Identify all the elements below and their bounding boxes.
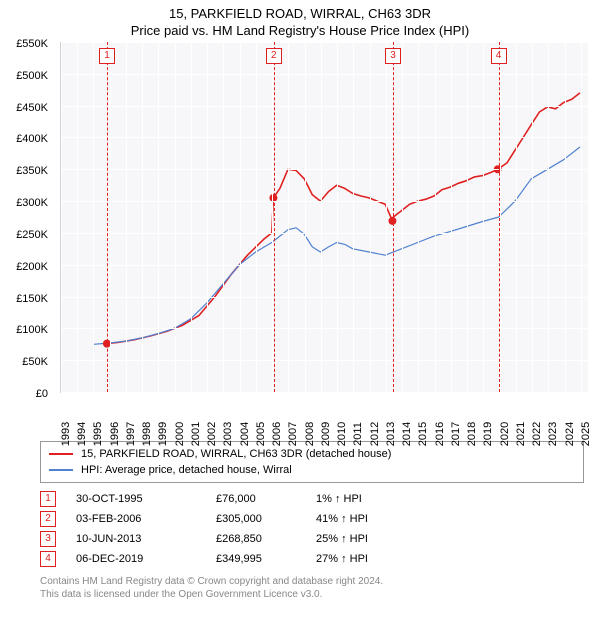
y-tick-label: £300K — [16, 197, 48, 209]
x-tick-label: 2011 — [352, 422, 364, 446]
plot-area: 1 2 3 4 — [60, 42, 588, 393]
x-tick-label: 2023 — [547, 422, 559, 446]
sale-price: £268,850 — [216, 533, 316, 545]
sale-marker-line — [107, 42, 108, 392]
x-tick-label: 1998 — [141, 422, 153, 446]
sale-marker-line — [499, 42, 500, 392]
sale-diff: 27% ↑ HPI — [316, 553, 416, 565]
footnote-line1: Contains HM Land Registry data © Crown c… — [40, 575, 584, 588]
footnote-line2: This data is licensed under the Open Gov… — [40, 588, 584, 601]
x-tick-label: 1995 — [92, 422, 104, 446]
y-tick-label: £500K — [16, 70, 48, 82]
legend-item: HPI: Average price, detached house, Wirr… — [49, 462, 575, 478]
x-tick-label: 2014 — [401, 422, 413, 446]
legend-swatch — [49, 453, 73, 455]
x-tick-label: 2013 — [385, 422, 397, 446]
x-tick-label: 1994 — [76, 422, 88, 446]
sale-date: 30-OCT-1995 — [76, 493, 216, 505]
sale-table-row: 3 10-JUN-2013£268,85025% ↑ HPI — [40, 529, 584, 549]
sale-table-row: 2 03-FEB-2006£305,00041% ↑ HPI — [40, 509, 584, 529]
legend-swatch — [49, 469, 73, 471]
x-tick-label: 2008 — [304, 422, 316, 446]
sale-table-row: 1 30-OCT-1995£76,0001% ↑ HPI — [40, 489, 584, 509]
x-tick-label: 2000 — [174, 422, 186, 446]
sale-diff: 41% ↑ HPI — [316, 513, 416, 525]
sale-marker-box: 4 — [491, 48, 507, 64]
x-tick-label: 2004 — [239, 422, 251, 446]
legend-item: 15, PARKFIELD ROAD, WIRRAL, CH63 3DR (de… — [49, 446, 575, 462]
footnote: Contains HM Land Registry data © Crown c… — [40, 575, 584, 601]
sale-marker-box: 3 — [385, 48, 401, 64]
x-tick-label: 2010 — [336, 422, 348, 446]
x-tick-label: 2017 — [450, 422, 462, 446]
sale-num: 4 — [40, 551, 56, 567]
legend-label: 15, PARKFIELD ROAD, WIRRAL, CH63 3DR (de… — [81, 448, 391, 460]
sale-table-row: 4 06-DEC-2019£349,99527% ↑ HPI — [40, 549, 584, 569]
x-tick-label: 2021 — [515, 422, 527, 446]
plot-svg — [61, 42, 588, 392]
x-tick-label: 2012 — [369, 422, 381, 446]
sale-marker-box: 1 — [99, 48, 115, 64]
y-tick-label: £400K — [16, 133, 48, 145]
y-tick-label: £550K — [16, 38, 48, 50]
x-tick-label: 2006 — [271, 422, 283, 446]
sale-marker-line — [274, 42, 275, 392]
chart-subtitle: Price paid vs. HM Land Registry's House … — [0, 21, 600, 42]
sale-price: £305,000 — [216, 513, 316, 525]
x-tick-label: 2001 — [190, 422, 202, 446]
sale-num: 2 — [40, 511, 56, 527]
x-tick-label: 2007 — [287, 422, 299, 446]
x-tick-label: 2025 — [580, 422, 592, 446]
x-tick-label: 1999 — [157, 422, 169, 446]
legend-label: HPI: Average price, detached house, Wirr… — [81, 464, 292, 476]
chart-container: 15, PARKFIELD ROAD, WIRRAL, CH63 3DR Pri… — [0, 0, 600, 620]
y-tick-label: £0 — [36, 388, 48, 400]
legend: 15, PARKFIELD ROAD, WIRRAL, CH63 3DR (de… — [40, 441, 584, 483]
y-axis-labels: £0£50K£100K£150K£200K£250K£300K£350K£400… — [0, 44, 54, 394]
sale-price: £349,995 — [216, 553, 316, 565]
x-tick-label: 2005 — [255, 422, 267, 446]
sale-date: 10-JUN-2013 — [76, 533, 216, 545]
sale-date: 03-FEB-2006 — [76, 513, 216, 525]
sale-marker-box: 2 — [266, 48, 282, 64]
x-tick-label: 1996 — [109, 422, 121, 446]
x-tick-label: 2018 — [466, 422, 478, 446]
x-tick-label: 2002 — [206, 422, 218, 446]
x-tick-label: 2015 — [417, 422, 429, 446]
x-tick-label: 2020 — [499, 422, 511, 446]
sale-diff: 25% ↑ HPI — [316, 533, 416, 545]
sale-diff: 1% ↑ HPI — [316, 493, 416, 505]
y-tick-label: £250K — [16, 229, 48, 241]
x-tick-label: 2019 — [482, 422, 494, 446]
y-tick-label: £100K — [16, 324, 48, 336]
sale-num: 1 — [40, 491, 56, 507]
x-tick-label: 2003 — [222, 422, 234, 446]
x-axis-labels: 1993199419951996199719981999200020012002… — [60, 398, 588, 438]
y-tick-label: £350K — [16, 165, 48, 177]
x-tick-label: 1997 — [125, 422, 137, 446]
y-tick-label: £200K — [16, 261, 48, 273]
x-tick-label: 1993 — [60, 422, 72, 446]
y-tick-label: £150K — [16, 293, 48, 305]
sale-date: 06-DEC-2019 — [76, 553, 216, 565]
sale-num: 3 — [40, 531, 56, 547]
x-tick-label: 2016 — [434, 422, 446, 446]
x-tick-label: 2009 — [320, 422, 332, 446]
y-tick-label: £450K — [16, 102, 48, 114]
sale-price: £76,000 — [216, 493, 316, 505]
y-tick-label: £50K — [22, 356, 48, 368]
x-tick-label: 2022 — [531, 422, 543, 446]
x-tick-label: 2024 — [564, 422, 576, 446]
sale-marker-line — [393, 42, 394, 392]
sales-table: 130-OCT-1995£76,0001% ↑ HPI203-FEB-2006£… — [40, 489, 584, 569]
series-line — [107, 93, 580, 344]
chart-title: 15, PARKFIELD ROAD, WIRRAL, CH63 3DR — [0, 0, 600, 21]
